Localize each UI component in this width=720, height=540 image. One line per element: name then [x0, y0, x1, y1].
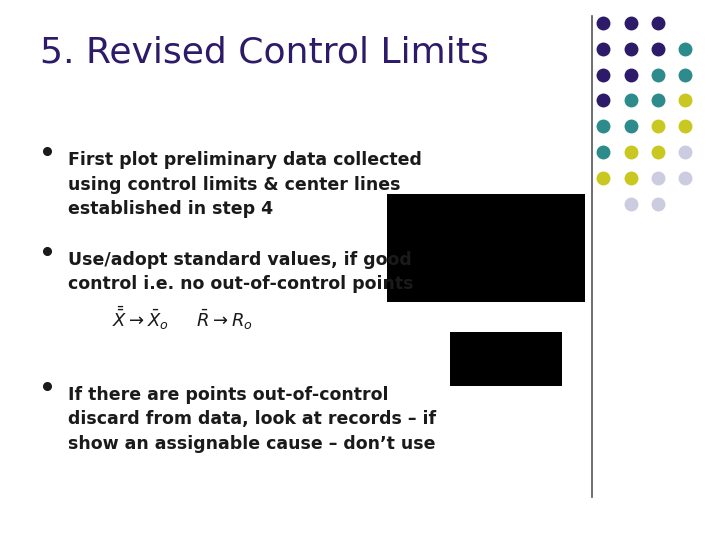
Text: Use/adopt standard values, if good
control i.e. no out-of-control points: Use/adopt standard values, if good contr… [68, 251, 414, 293]
Text: 5. Revised Control Limits: 5. Revised Control Limits [40, 35, 488, 69]
Text: First plot preliminary data collected
using control limits & center lines
establ: First plot preliminary data collected us… [68, 151, 422, 218]
Text: $\bar{\bar{X}} \rightarrow \bar{X}_o$     $\bar{R} \rightarrow R_o$: $\bar{\bar{X}} \rightarrow \bar{X}_o$ $\… [112, 305, 253, 332]
Bar [450, 332, 562, 386]
Text: If there are points out-of-control
discard from data, look at records – if
show : If there are points out-of-control disca… [68, 386, 436, 453]
Bar [387, 194, 585, 302]
